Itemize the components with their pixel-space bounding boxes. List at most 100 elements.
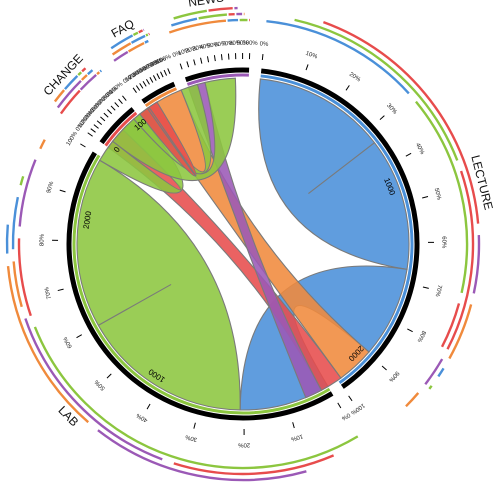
segment-label-lab: LAB (55, 403, 81, 429)
tick-mark (106, 373, 112, 379)
tick-mark (149, 76, 154, 83)
outer-bar (170, 17, 198, 27)
tick-mark (261, 53, 264, 61)
tick-mark (179, 63, 183, 70)
outer-bar (113, 50, 129, 62)
tick-mark (100, 116, 106, 122)
outer-bar (5, 224, 9, 254)
tick-label: 20% (237, 441, 250, 447)
tick-label: 0% (75, 121, 85, 132)
tick-mark (90, 128, 96, 133)
tick-mark (213, 55, 216, 62)
color-arc-faq (144, 87, 177, 108)
tick-label: 100% (156, 54, 173, 66)
tick-label: 20% (348, 72, 362, 84)
outer-bar (130, 34, 146, 44)
outer-bar (111, 42, 132, 56)
tick-mark (193, 422, 196, 429)
outer-bar (415, 100, 469, 294)
outer-bar (6, 266, 90, 424)
outer-bar (437, 367, 445, 378)
outer-bar (97, 429, 307, 482)
tick-label: 40% (199, 43, 213, 51)
tick-mark (167, 68, 171, 75)
outer-bar (19, 175, 25, 186)
tick-label: 30% (192, 44, 206, 53)
outer-bar (80, 74, 88, 81)
tick-mark (381, 365, 387, 371)
tick-label: 0% (340, 411, 351, 421)
outer-bar (12, 261, 23, 308)
tick-mark (146, 403, 151, 410)
tick-mark (152, 75, 157, 81)
tick-label: 30% (385, 103, 398, 116)
tick-label: 0% (172, 50, 183, 59)
chord-ribbons (76, 77, 410, 411)
tick-mark (139, 83, 144, 89)
tick-mark (107, 109, 113, 115)
tick-label: 70% (433, 284, 442, 298)
outer-bar (39, 139, 46, 150)
outer-bar (440, 303, 461, 348)
color-arc-change (104, 111, 138, 147)
outer-bar (53, 89, 66, 103)
tick-mark (59, 189, 66, 193)
tick-mark (122, 95, 127, 101)
axis-value-label: 2000 (82, 210, 94, 230)
tick-label: 70% (146, 59, 160, 70)
tick-label: 70% (222, 41, 235, 48)
ribbon-change-lab (138, 101, 197, 177)
outer-bar (138, 29, 144, 34)
outer-bar (144, 39, 149, 44)
ribbon-lecture-lecture (258, 78, 410, 270)
black-arc-faq (141, 81, 176, 104)
outer-bar (24, 318, 163, 461)
tick-mark (163, 69, 168, 76)
tick-mark (422, 195, 429, 199)
outer-bar (168, 19, 227, 34)
outer-bar (198, 13, 227, 20)
tick-label: 10% (305, 51, 319, 61)
outer-bar (294, 18, 459, 161)
tick-mark (422, 286, 429, 289)
tick-mark (305, 64, 309, 71)
tick-label: 100% (349, 402, 366, 416)
outer-bar (173, 454, 335, 476)
tick-mark (103, 112, 109, 118)
tick-label: 10% (290, 433, 304, 442)
tick-label: 40% (414, 142, 425, 156)
outer-bar (79, 73, 97, 91)
tick-label: 60% (62, 335, 73, 349)
color-arc-news (186, 73, 249, 86)
outer-bar (173, 9, 208, 20)
tick-mark (146, 78, 150, 85)
tick-mark (118, 98, 123, 104)
tick-mark (407, 328, 413, 333)
tick-mark (200, 57, 203, 64)
tick-label: 90% (387, 370, 400, 383)
outer-stat-bars (5, 6, 481, 482)
tick-mark (132, 87, 137, 93)
outer-bar (322, 20, 480, 224)
axis-value-label: 0 (112, 145, 122, 154)
tick-label: 30% (131, 67, 145, 79)
outer-bar (77, 71, 83, 76)
outer-bar (87, 69, 94, 76)
color-arc-lab (72, 154, 331, 415)
segment-label-news: NEWS (187, 0, 225, 10)
tick-mark (379, 115, 385, 120)
tick-label: 20% (185, 46, 199, 55)
tick-label: 50% (139, 63, 153, 74)
tick-mark (193, 59, 196, 66)
outer-bar (96, 71, 101, 75)
segment-black-ring (66, 67, 420, 421)
tick-label: 90% (153, 56, 167, 67)
tick-label: 100% (66, 130, 80, 147)
tick-label: 80% (229, 40, 242, 46)
outer-bar (64, 75, 79, 90)
tick-mark (76, 334, 83, 339)
tick-mark (186, 61, 190, 68)
outer-bar (428, 385, 433, 390)
outer-bar (446, 170, 475, 350)
color-arc-lecture (260, 74, 414, 384)
